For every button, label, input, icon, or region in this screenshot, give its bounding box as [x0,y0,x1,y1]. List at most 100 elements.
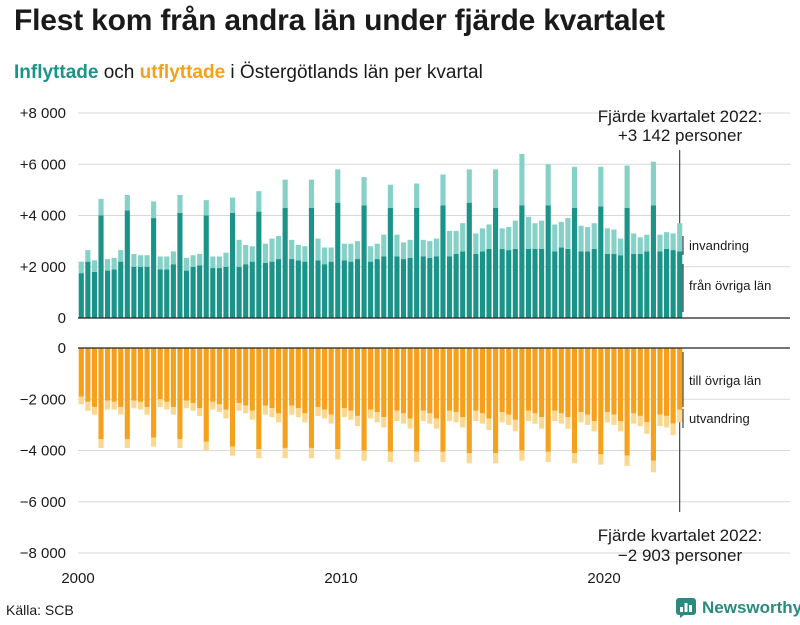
bar-fran-ovriga-lan [78,273,84,318]
bar-invandring [677,223,683,252]
bar-fran-ovriga-lan [499,248,505,318]
bar-utvandring [276,413,282,423]
bar-utvandring [170,406,176,415]
bar-utvandring [78,396,84,405]
bar-till-ovriga-lan [433,348,439,419]
bar-fran-ovriga-lan [604,253,610,318]
bar-utvandring [539,417,545,429]
bar-invandring [532,223,538,249]
bar-utvandring [308,447,315,459]
bar-invandring [249,246,255,262]
x-tick-label: 2000 [61,570,94,587]
bar-utvandring [118,406,124,415]
bar-utvandring [473,410,479,422]
bar-fran-ovriga-lan [650,205,656,318]
bar-till-ovriga-lan [105,348,111,401]
chart-title: Flest kom från andra län under fjärde kv… [14,4,665,37]
bar-fran-ovriga-lan [571,207,578,318]
y-tick-label: 0 [58,340,66,357]
bar-till-ovriga-lan [183,348,190,401]
x-tick-label: 2020 [587,570,620,587]
bar-invandring [558,221,564,248]
bar-fran-ovriga-lan [124,210,130,318]
bar-fran-ovriga-lan [341,260,347,318]
bar-invandring [473,233,479,254]
bar-invandring [85,250,91,262]
bar-invandring [131,253,137,267]
bar-fran-ovriga-lan [479,251,485,318]
bar-invandring [381,234,387,257]
bar-till-ovriga-lan [262,348,268,406]
bar-invandring [256,191,262,212]
bar-invandring [335,169,341,203]
bar-invandring [604,228,610,254]
bar-till-ovriga-lan [604,348,610,413]
bar-utvandring [407,418,413,429]
bar-utvandring [598,454,604,465]
bar-fran-ovriga-lan [328,261,334,318]
bar-fran-ovriga-lan [308,207,315,318]
y-tick-label: +2 000 [20,259,66,276]
bar-till-ovriga-lan [617,348,624,422]
bar-till-ovriga-lan [394,348,400,411]
bar-utvandring [361,450,367,461]
bar-utvandring [269,408,275,418]
y-tick-label: −8 000 [20,545,66,562]
bar-till-ovriga-lan [256,348,262,450]
bar-utvandring [387,451,393,463]
bar-fran-ovriga-lan [229,212,236,318]
bar-invandring [585,227,591,252]
bar-invandring [427,241,433,258]
bar-invandring [394,234,400,257]
bar-fran-ovriga-lan [486,248,492,318]
bar-fran-ovriga-lan [400,259,407,318]
bar-utvandring [427,413,433,424]
bar-till-ovriga-lan [631,348,637,414]
bar-fran-ovriga-lan [289,259,295,318]
bar-utvandring [486,418,492,430]
bar-invandring [91,260,98,272]
bar-fran-ovriga-lan [552,251,558,318]
bar-utvandring [604,412,610,423]
subtitle-rest: i Östergötlands län per kvartal [225,62,483,83]
bar-fran-ovriga-lan [407,257,413,318]
bar-utvandring [322,409,328,419]
bar-till-ovriga-lan [473,348,479,411]
bar-invandring [650,161,656,206]
bar-invandring [545,164,551,206]
bar-utvandring [98,438,104,448]
bar-utvandring [657,414,663,427]
bar-invandring [460,223,466,252]
bar-fran-ovriga-lan [414,207,420,318]
bar-till-ovriga-lan [98,348,104,439]
bar-utvandring [348,410,354,420]
bar-utvandring [374,412,380,423]
bar-utvandring [236,403,242,411]
bar-invandring [216,256,222,269]
bar-fran-ovriga-lan [243,264,249,318]
bar-fran-ovriga-lan [663,248,670,318]
bar-utvandring [295,408,301,418]
legend-label-fran-ovriga-lan: från övriga län [689,278,771,293]
bar-fran-ovriga-lan [493,207,499,318]
bar-invandring [499,228,505,249]
bar-utvandring [525,410,532,422]
bar-invandring [137,255,144,267]
bar-till-ovriga-lan [269,348,275,409]
y-tick-label: −6 000 [20,494,66,511]
bar-fran-ovriga-lan [256,211,262,318]
bar-invandring [565,218,571,249]
bar-till-ovriga-lan [427,348,433,414]
bar-utvandring [552,410,558,422]
bar-utvandring [282,447,288,459]
bar-fran-ovriga-lan [315,260,321,318]
bar-invandring [361,177,367,206]
bar-fran-ovriga-lan [532,248,538,318]
bar-till-ovriga-lan [624,348,630,456]
bar-invandring [210,256,216,269]
bar-utvandring [256,449,262,459]
bar-till-ovriga-lan [223,348,229,410]
bar-invandring [190,255,196,267]
bar-till-ovriga-lan [565,348,571,418]
bar-invandring [433,238,439,257]
